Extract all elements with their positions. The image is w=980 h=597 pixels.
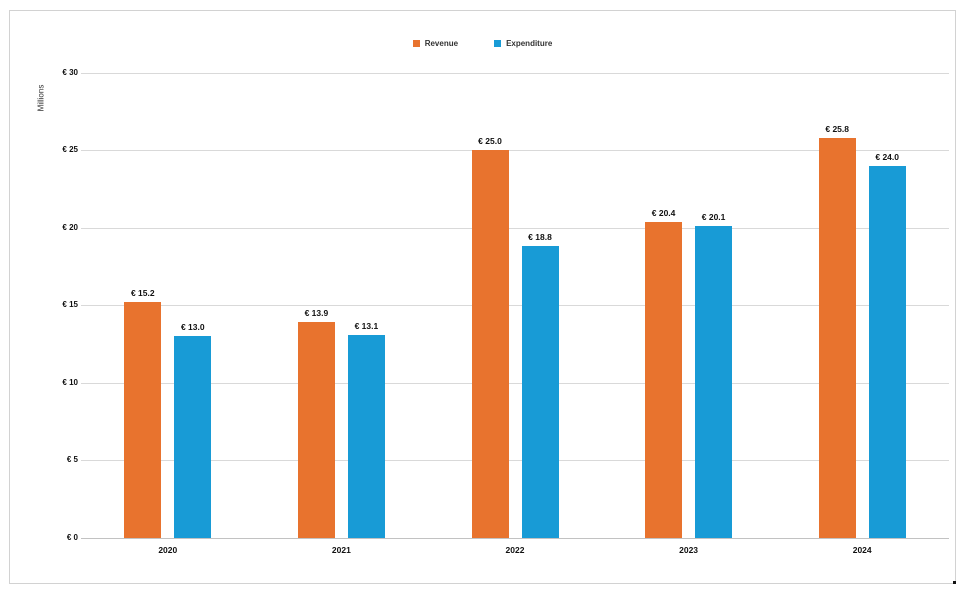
y-axis-tick-label: € 10 [62,377,78,387]
bar-value-label: € 18.8 [528,232,552,243]
bar-value-label: € 25.0 [478,136,502,147]
gridline [81,227,949,229]
legend-swatch-expenditure [494,40,502,47]
y-axis-tick-label: € 15 [62,300,78,310]
x-axis-label: 2020 [158,545,178,555]
legend-label: Revenue [424,39,459,48]
legend: Revenue Expenditure [10,39,955,48]
y-axis-tick-label: € 30 [62,67,78,77]
bar-value-label: € 13.1 [354,320,379,331]
x-axis-label: 2021 [331,545,351,555]
x-axis-label: 2024 [852,545,872,555]
bar-revenue-2021[interactable] [297,322,335,538]
bar-expenditure-2020[interactable] [174,336,212,538]
y-axis-tick-label: € 20 [62,222,78,232]
bar-value-label: € 20.1 [701,212,726,223]
bar-value-label: € 20.4 [651,207,676,218]
bar-expenditure-2024[interactable] [868,165,906,538]
bar-value-label: € 13.9 [304,308,329,319]
bar-expenditure-2021[interactable] [347,334,385,538]
plot-area: € 0 € 5 € 10 € 15 € 20 € 25 € 30 € 15.2 € 13.0 20… [10,11,955,583]
chart-resize-handle[interactable] [953,581,956,584]
bar-expenditure-2023[interactable] [695,226,733,538]
bar-value-label: € 13.0 [180,322,205,333]
y-axis-tick-label: € 0 [66,533,78,542]
bar-revenue-2022[interactable] [471,150,509,538]
legend-label: Expenditure [506,39,553,48]
bar-value-label: € 25.8 [825,123,849,134]
bar-value-label: € 24.0 [875,151,899,162]
bar-expenditure-2022[interactable] [521,246,559,538]
bar-revenue-2023[interactable] [645,221,683,538]
gridline [81,150,949,152]
gridline [81,382,949,384]
legend-item-revenue[interactable]: Revenue [412,39,459,48]
gridline [81,72,949,74]
chart-frame: Revenue Expenditure Millions € 0 € 5 € 10 € … [9,10,956,584]
y-axis-tick-label: € 5 [66,455,78,465]
x-axis-line [81,538,949,539]
x-axis-label: 2022 [505,545,525,555]
bar-revenue-2024[interactable] [818,137,856,538]
legend-item-expenditure[interactable]: Expenditure [494,39,552,48]
gridline [81,305,949,307]
legend-swatch-revenue [412,40,420,47]
x-axis-label: 2023 [679,545,699,555]
bar-revenue-2020[interactable] [124,302,162,538]
bar-value-label: € 15.2 [130,288,155,299]
gridline [81,460,949,462]
y-axis-tick-label: € 25 [62,145,78,155]
